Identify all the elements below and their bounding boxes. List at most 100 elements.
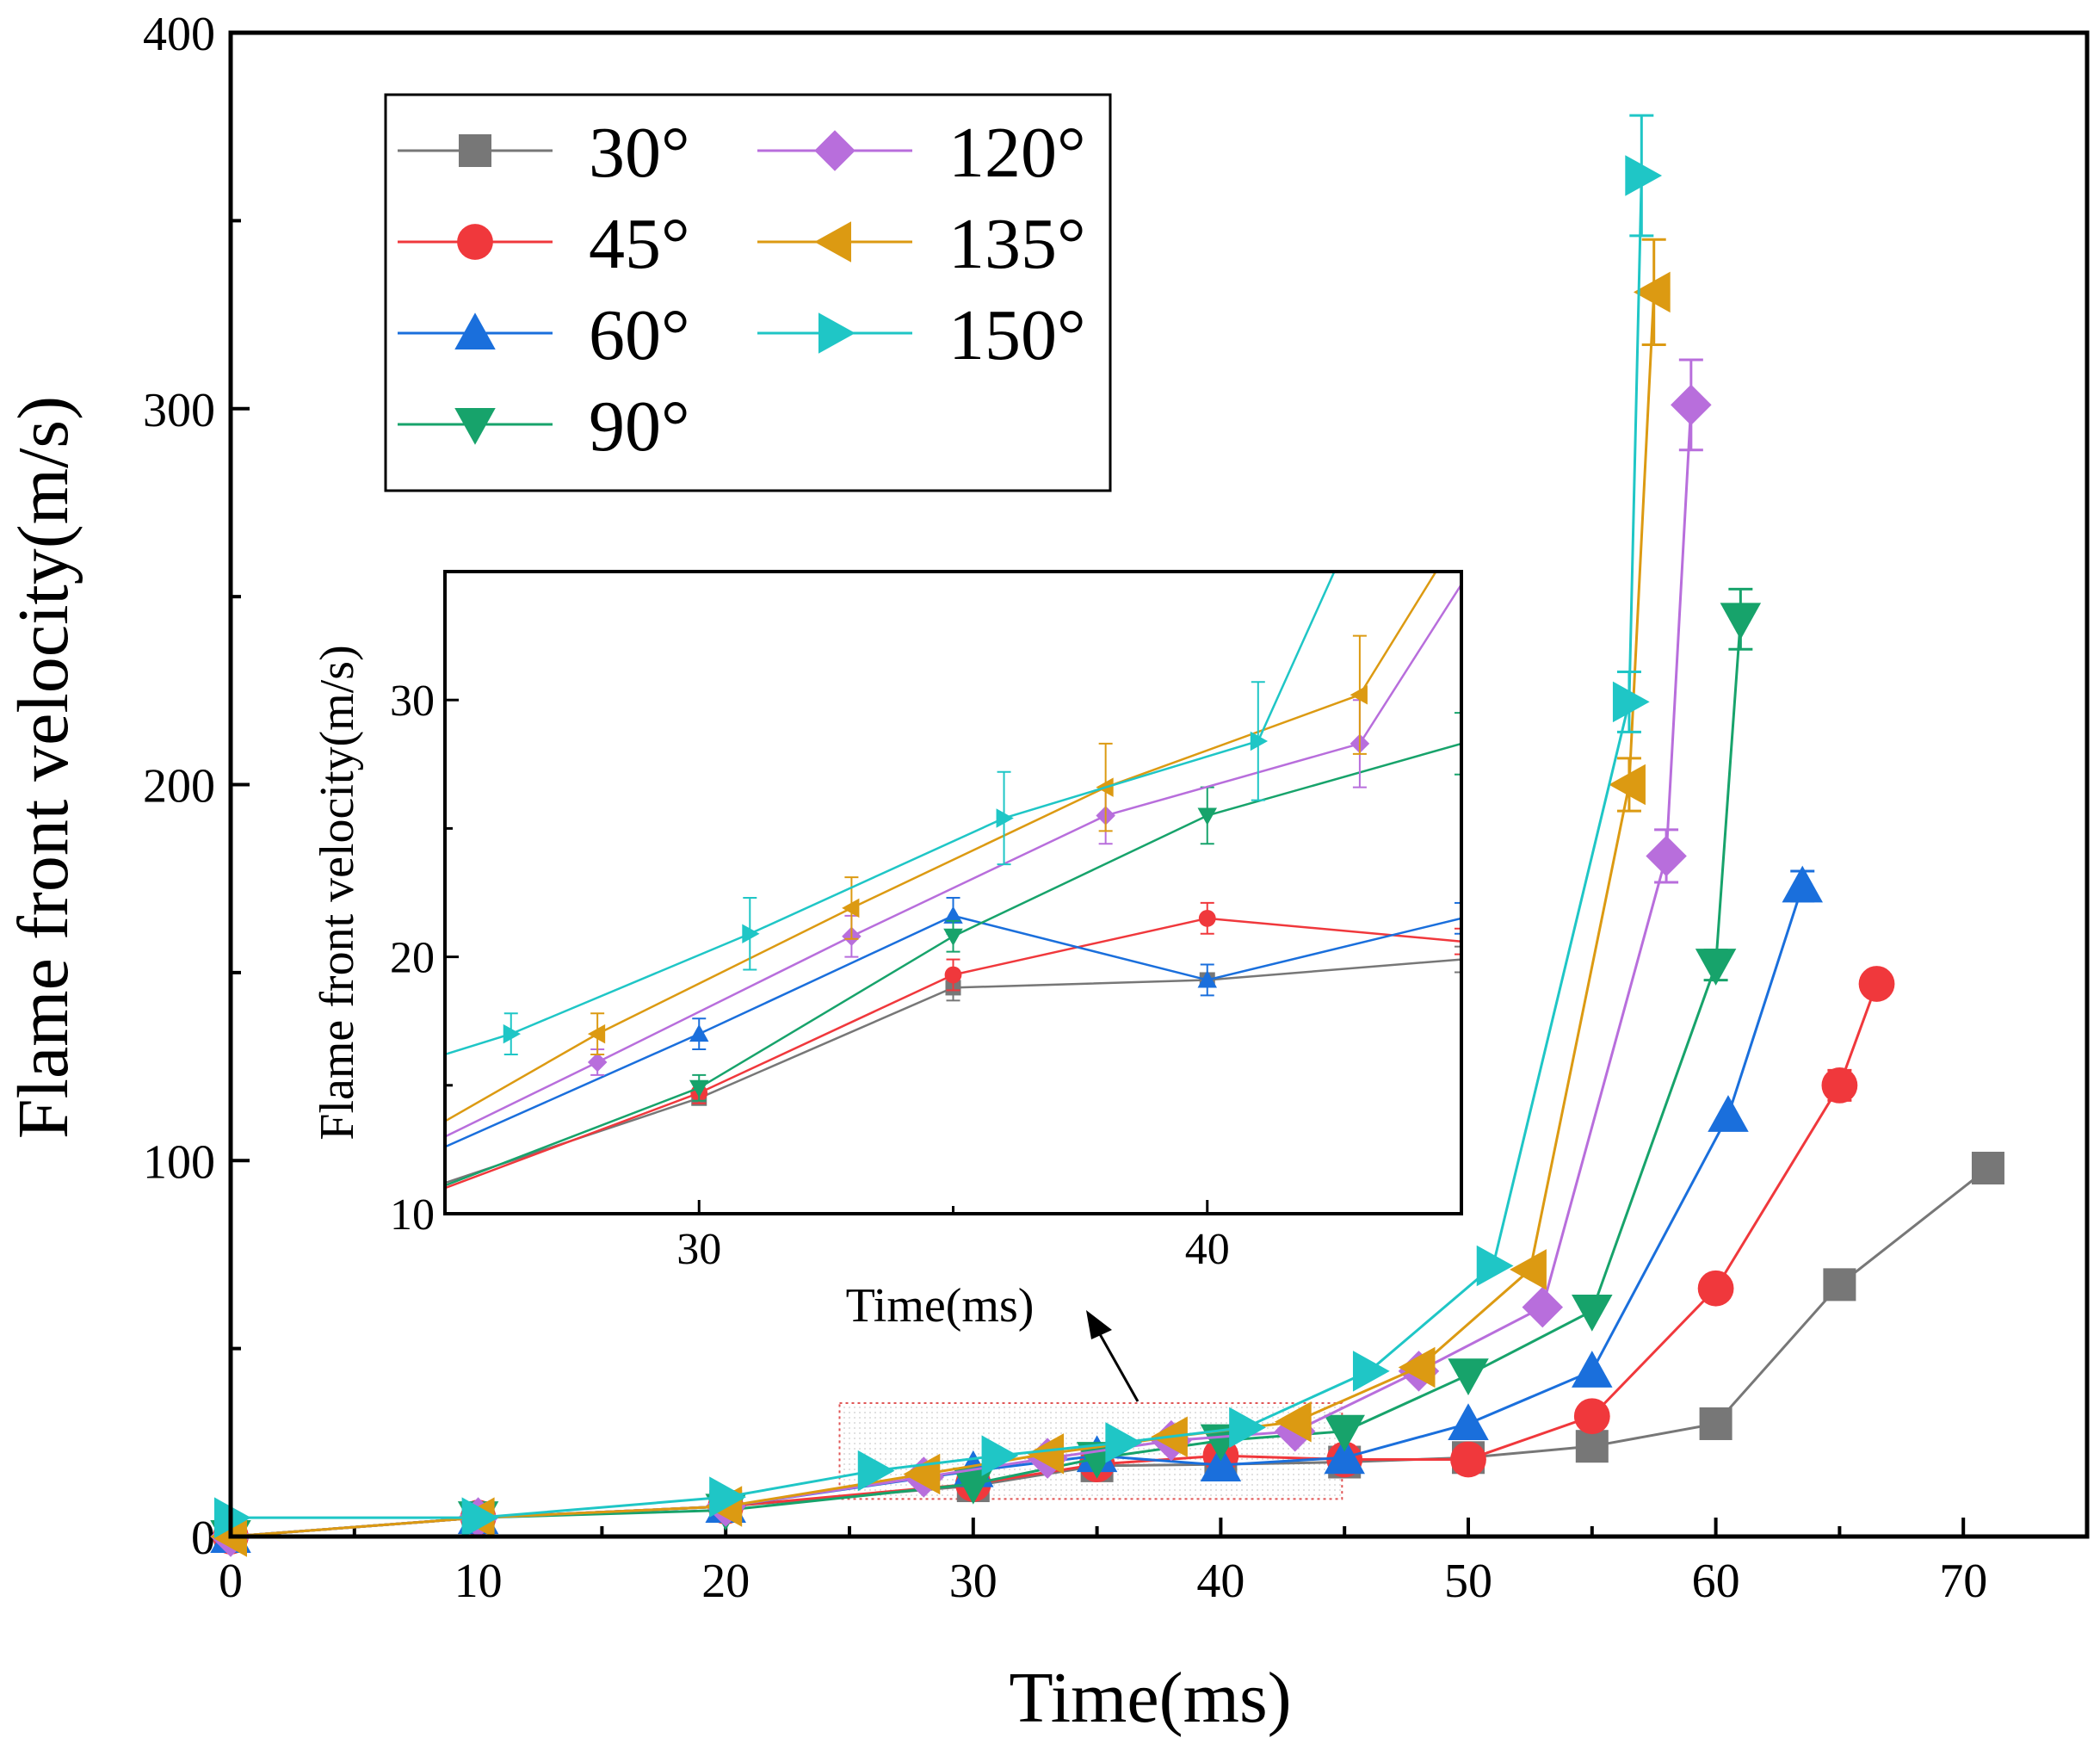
data-point — [461, 1497, 499, 1538]
inset-series-line — [445, 584, 1461, 1138]
inset-x-tick-label: 30 — [676, 1225, 721, 1274]
legend-item: 120° — [757, 113, 1086, 193]
data-point — [1448, 1403, 1489, 1440]
zoom-arrow — [1098, 1333, 1140, 1402]
x-tick-label: 20 — [701, 1555, 750, 1608]
data-point — [1633, 271, 1671, 313]
data-point — [1858, 966, 1895, 1002]
plot-frame — [228, 30, 2090, 1539]
data-point — [1575, 1430, 1609, 1463]
data-point — [1971, 1151, 2004, 1184]
x-tick-label: 60 — [1692, 1555, 1740, 1608]
legend-item: 150° — [757, 295, 1086, 375]
data-point — [1697, 1270, 1734, 1307]
legend-marker — [454, 312, 496, 349]
data-point — [1573, 1398, 1610, 1435]
data-point — [1612, 681, 1650, 723]
legend-marker — [454, 408, 496, 445]
legend-label: 30° — [589, 113, 690, 193]
data-point — [709, 1476, 746, 1518]
inset-data-point — [689, 1079, 709, 1098]
inset-plot-area — [445, 572, 1461, 1190]
inset-data-point — [996, 808, 1014, 828]
legend-item: 135° — [757, 204, 1086, 284]
legend-label: 150° — [948, 295, 1086, 375]
inset-series-60deg — [445, 896, 1461, 1148]
inset-data-point — [587, 1052, 608, 1073]
x-tick-label: 50 — [1444, 1555, 1492, 1608]
data-point — [981, 1435, 1019, 1476]
inset-data-point — [1197, 970, 1217, 988]
legend-marker — [814, 221, 851, 263]
inset-y-tick-label: 20 — [390, 934, 435, 983]
data-point — [1510, 1249, 1547, 1290]
inset-data-point — [689, 1023, 709, 1042]
x-tick-label: 30 — [949, 1555, 998, 1608]
data-point — [1646, 835, 1687, 877]
inset-data-point — [742, 924, 760, 943]
legend: 30° 45° 60° 90° 120° 135° 150° — [384, 93, 1112, 492]
inset-y-tick-label: 30 — [390, 677, 435, 726]
data-point — [1625, 155, 1663, 196]
inset-data-point — [1198, 909, 1216, 927]
data-point — [1823, 1268, 1856, 1302]
data-point — [857, 1450, 895, 1492]
main-chart: 0 10 20 30 40 50 60 70 0 100 200 300 400 Time(ms) Flam… — [3, 8, 2090, 1738]
inset-series-line — [445, 572, 1336, 1056]
legend-marker — [818, 312, 855, 354]
inset-series-150deg — [445, 572, 1336, 1056]
data-point — [1476, 1245, 1514, 1287]
inset-chart: 30 40 10 20 30 Time(ms) Flame front velocity(m… — [311, 570, 1463, 1333]
inset-series-90deg — [445, 712, 1461, 1187]
data-point — [1352, 1351, 1390, 1392]
inset-data-point — [943, 928, 963, 946]
data-point — [1324, 1414, 1365, 1452]
inset-data-point — [1250, 731, 1269, 751]
data-point — [1229, 1407, 1266, 1449]
legend-label: 60° — [589, 295, 690, 375]
y-tick-label: 100 — [143, 1135, 215, 1189]
y-tick-label: 0 — [191, 1512, 215, 1565]
inset-data-point — [1350, 684, 1368, 705]
legend-item: 90° — [398, 386, 690, 467]
inset-x-tick-label: 40 — [1185, 1225, 1230, 1274]
inset-x-axis-title: Time(ms) — [846, 1279, 1035, 1333]
legend-label: 45° — [589, 204, 690, 284]
y-tick-label: 400 — [143, 8, 215, 61]
data-point — [1572, 1351, 1613, 1388]
data-point — [1572, 1294, 1613, 1332]
data-point — [953, 1467, 994, 1505]
inset-series-135deg — [445, 572, 1437, 1122]
data-point — [1324, 1437, 1365, 1475]
x-axis-title: Time(ms) — [1009, 1658, 1291, 1738]
inset-series-line — [445, 572, 1437, 1122]
data-point — [1105, 1422, 1143, 1463]
legend-label: 90° — [589, 386, 690, 467]
data-point — [1609, 764, 1646, 806]
x-tick-label: 10 — [454, 1555, 503, 1608]
inset-data-point — [944, 966, 962, 984]
legend-item: 30° — [398, 113, 690, 193]
data-point — [1274, 1401, 1312, 1443]
data-point — [1522, 1286, 1564, 1328]
data-point — [1398, 1346, 1436, 1388]
data-point — [1782, 865, 1824, 903]
zoom-arrow-head — [1086, 1310, 1112, 1339]
y-tick-label: 300 — [143, 384, 215, 437]
legend-marker — [457, 224, 493, 260]
legend-item: 60° — [398, 295, 690, 375]
legend-marker — [814, 130, 855, 171]
legend-label: 120° — [948, 113, 1086, 193]
inset-data-point — [587, 1023, 606, 1044]
inset-data-point — [1197, 807, 1217, 826]
inset-data-point — [943, 906, 963, 924]
data-point — [1821, 1067, 1858, 1104]
inset-data-point — [503, 1023, 522, 1044]
legend-marker — [459, 134, 491, 167]
y-tick-label: 200 — [143, 760, 215, 813]
data-point — [1720, 603, 1762, 640]
inset-y-axis-title: Flame front velocity(m/s) — [311, 645, 364, 1140]
data-point — [1448, 1358, 1489, 1395]
data-point — [1027, 1433, 1065, 1475]
